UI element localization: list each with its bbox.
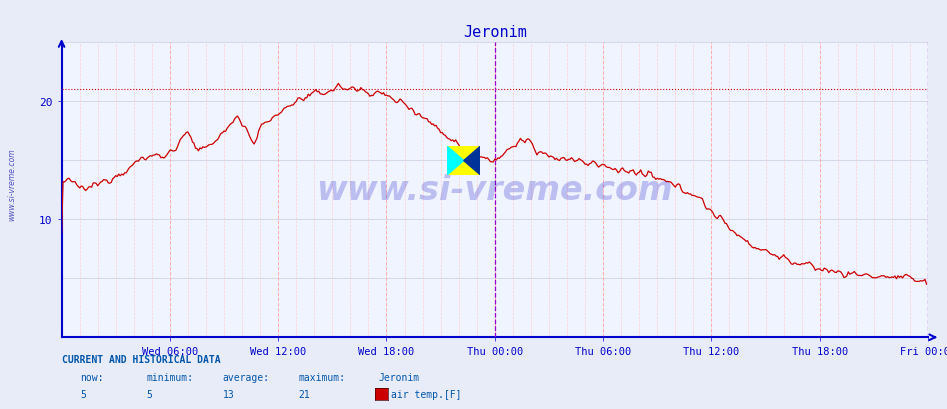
Text: CURRENT AND HISTORICAL DATA: CURRENT AND HISTORICAL DATA	[62, 354, 221, 364]
Text: 5: 5	[147, 389, 152, 399]
Title: Jeronim: Jeronim	[463, 25, 527, 40]
Text: 21: 21	[298, 389, 310, 399]
Text: maximum:: maximum:	[298, 372, 346, 382]
Text: air temp.[F]: air temp.[F]	[391, 389, 461, 399]
Text: minimum:: minimum:	[147, 372, 194, 382]
Text: Jeronim: Jeronim	[379, 372, 420, 382]
Text: average:: average:	[223, 372, 270, 382]
Text: www.si-vreme.com: www.si-vreme.com	[316, 174, 673, 207]
Polygon shape	[464, 147, 480, 175]
Text: 13: 13	[223, 389, 234, 399]
Text: 5: 5	[80, 389, 86, 399]
Text: now:: now:	[80, 372, 104, 382]
Text: www.si-vreme.com: www.si-vreme.com	[7, 148, 16, 220]
Polygon shape	[447, 147, 464, 175]
